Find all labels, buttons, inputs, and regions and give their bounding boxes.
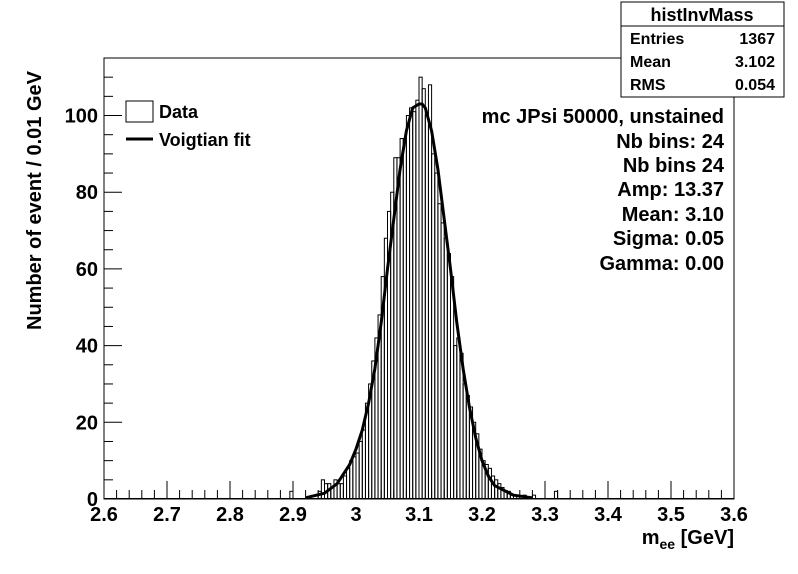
stats-entries-value: 1367 bbox=[739, 31, 775, 48]
x-tick-label: 3.4 bbox=[594, 504, 623, 526]
legend-data-label: Data bbox=[159, 102, 199, 122]
y-tick-label: 40 bbox=[76, 336, 98, 358]
x-tick-label: 3 bbox=[350, 504, 361, 526]
x-tick-label: 3.2 bbox=[468, 504, 496, 526]
legend: Data Voigtian fit bbox=[125, 100, 251, 150]
annotation-nb-bins: Nb bins 24 bbox=[623, 155, 725, 177]
legend-data-swatch bbox=[125, 100, 154, 123]
x-axis-title: mee [GeV] bbox=[642, 527, 734, 552]
annotation-sample: mc JPsi 50000, unstained bbox=[482, 106, 724, 128]
voigtian-fit-curve bbox=[305, 102, 533, 500]
y-tick-label: 0 bbox=[87, 489, 98, 511]
legend-fit-label: Voigtian fit bbox=[159, 130, 251, 150]
stats-rms-value: 0.054 bbox=[735, 77, 775, 94]
stats-mean-value: 3.102 bbox=[735, 54, 775, 71]
x-tick-label: 2.8 bbox=[216, 504, 244, 526]
annotation-nb-bins-colon: Nb bins: 24 bbox=[616, 131, 725, 153]
stats-box-frame bbox=[620, 1, 785, 98]
x-tick-label: 2.6 bbox=[90, 504, 118, 526]
histogram-data bbox=[104, 76, 734, 500]
annotation-amp: Amp: 13.37 bbox=[617, 179, 724, 201]
x-tick-label: 3.3 bbox=[531, 504, 559, 526]
annotation-gamma: Gamma: 0.00 bbox=[599, 253, 724, 275]
x-axis: 2.6 2.7 2.8 2.9 3 3.1 3.2 3.3 3.4 3.5 3.6 bbox=[90, 481, 748, 526]
stats-rms-label: RMS bbox=[630, 77, 666, 94]
y-tick-label: 80 bbox=[76, 182, 98, 204]
fit-curve-line bbox=[305, 102, 533, 500]
y-axis: 0 20 40 60 80 100 bbox=[65, 57, 122, 511]
annotation-sigma: Sigma: 0.05 bbox=[613, 228, 724, 250]
y-axis-title: Number of event / 0.01 GeV bbox=[24, 70, 46, 330]
stats-title: histInvMass bbox=[650, 5, 753, 25]
fit-annotations: mc JPsi 50000, unstained Nb bins: 24 Nb … bbox=[482, 106, 725, 275]
annotation-mean: Mean: 3.10 bbox=[622, 204, 724, 226]
x-tick-label: 3.6 bbox=[720, 504, 748, 526]
y-tick-label: 20 bbox=[76, 412, 98, 434]
x-tick-label: 3.1 bbox=[405, 504, 433, 526]
stats-box: histInvMass Entries 1367 Mean 3.102 RMS … bbox=[620, 1, 785, 98]
stats-mean-label: Mean bbox=[630, 54, 671, 71]
x-tick-label: 2.7 bbox=[153, 504, 181, 526]
x-tick-label: 2.9 bbox=[279, 504, 307, 526]
y-tick-label: 60 bbox=[76, 259, 98, 281]
stats-entries-label: Entries bbox=[630, 31, 684, 48]
y-tick-label: 100 bbox=[65, 106, 98, 128]
x-tick-label: 3.5 bbox=[657, 504, 685, 526]
